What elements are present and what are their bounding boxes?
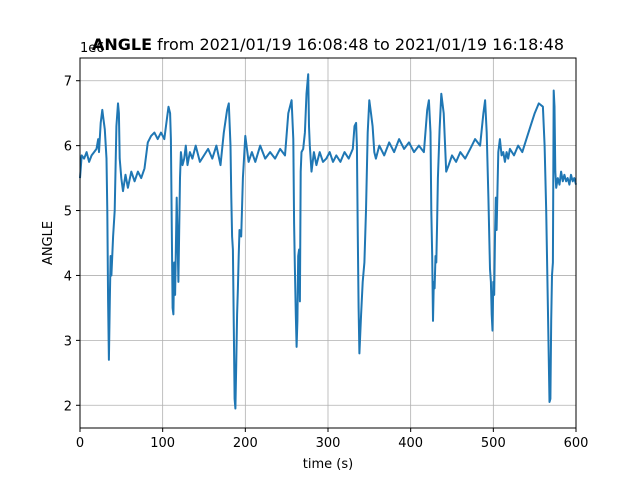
x-tick-label: 0 [76, 436, 84, 451]
y-tick-label: 3 [64, 334, 72, 349]
grid [79, 58, 577, 428]
chart-title: ANGLE from 2021/01/19 16:08:48 to 2021/0… [92, 35, 564, 54]
x-tick-label: 300 [316, 436, 341, 451]
y-tick-label: 2 [64, 399, 72, 414]
x-tick-label: 600 [564, 436, 589, 451]
y-tick-label: 5 [64, 205, 72, 220]
chart-title-rest: from 2021/01/19 16:08:48 to 2021/01/19 1… [152, 35, 564, 54]
y-tick-label: 6 [64, 140, 72, 155]
series-line [79, 73, 577, 410]
y-tick-label: 4 [64, 269, 72, 284]
y-axis-label: ANGLE [41, 221, 56, 265]
chart-title-bold: ANGLE [92, 35, 152, 54]
x-tick-label: 500 [481, 436, 506, 451]
x-tick-label: 100 [150, 436, 175, 451]
x-tick-label: 200 [233, 436, 258, 451]
x-axis-label: time (s) [303, 457, 353, 472]
offset-label: 1e6 [80, 41, 105, 56]
ticks: 0 100 200 300 400 500 600 2 3 4 5 6 7 [64, 75, 589, 451]
x-tick-label: 400 [398, 436, 423, 451]
y-tick-label: 7 [64, 75, 72, 90]
